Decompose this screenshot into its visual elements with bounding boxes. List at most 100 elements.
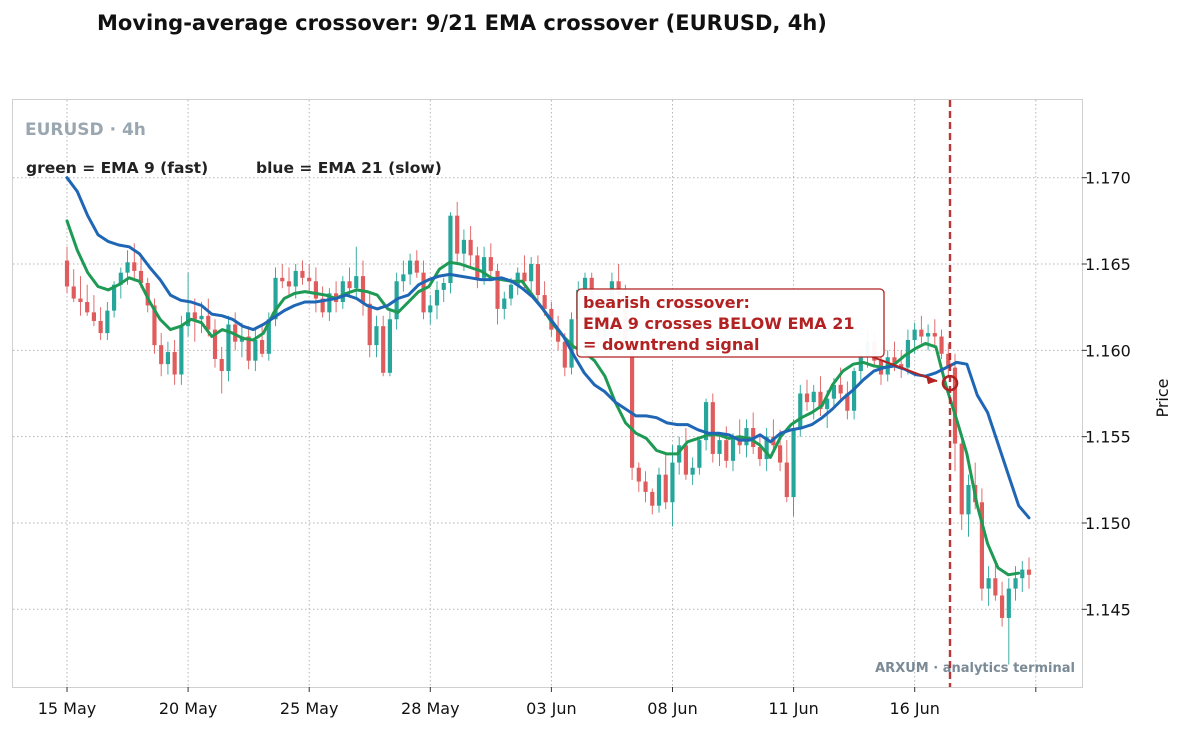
candle [495,264,500,325]
candle [946,343,951,377]
candle [899,350,904,378]
candle [1026,557,1032,589]
candle-body [327,293,332,313]
x-tick-label: 11 Jun [768,699,818,718]
candle [697,436,702,475]
ema-slow-line [65,176,1031,520]
candle [690,457,695,486]
candle-body [172,352,177,375]
candle [804,379,810,411]
candle [529,257,534,296]
candle [959,433,964,530]
candle [993,564,998,601]
candle-body [939,336,944,354]
candle [455,201,460,265]
candle-body [226,324,231,372]
candle [78,276,83,316]
y-tick-label: 1.150 [1085,514,1131,533]
candle [535,255,540,302]
candle-body [186,312,191,327]
candle [656,467,662,513]
candle [636,462,641,492]
candle-body [818,391,823,410]
candle-body [300,270,305,278]
candle [387,308,392,377]
candle [165,341,170,375]
candle-body [307,277,312,282]
candle [441,277,446,302]
candle [818,376,823,416]
candle-body [697,440,702,468]
candle-body [468,239,473,256]
candle-body [1026,569,1032,575]
candle-body [778,445,783,463]
candle [98,307,103,340]
candle-body [1020,569,1025,579]
y-tick-label: 1.170 [1085,169,1131,188]
grid-lines [13,100,1082,687]
legend-ema-slow: blue = EMA 21 (slow) [256,159,442,177]
candle-body [138,270,144,284]
candle [932,319,937,346]
candle-body [71,286,76,299]
candle [226,315,231,382]
candle-body [260,339,265,354]
candle-body [340,281,345,302]
candle-body [831,384,836,399]
candle-body [811,391,816,403]
candle [979,488,984,601]
ema-lines [65,176,1031,577]
candle [374,315,379,358]
candle [502,291,507,320]
candle [448,212,453,294]
candle-body [986,578,991,589]
crossover-signal [869,100,959,687]
candle-body [78,298,83,302]
y-tick-label: 1.160 [1085,341,1131,360]
x-tick-label: 15 May [38,699,97,718]
candle-body [455,215,460,254]
candle [85,284,90,316]
candle-body [286,281,292,287]
candle-body [683,445,688,475]
candle [710,393,715,463]
candle [91,295,96,327]
candle-body [441,283,446,290]
candle [683,428,688,480]
candle-body [212,329,218,359]
crossover-marker [941,374,959,392]
candle-body [670,462,675,503]
candle-body [663,474,668,503]
candle [307,264,312,292]
candle-body [838,384,843,394]
candle-body [112,284,117,311]
candle [986,566,991,606]
candle [260,326,265,358]
candle [1006,578,1011,665]
candle-body [152,305,157,346]
candle-body [764,436,769,460]
candle-body [475,255,480,278]
candle-body [1000,595,1005,618]
annotation-line-3: = downtrend signal [583,335,760,354]
candle [172,339,177,385]
candle-body [280,277,285,282]
candle-body [717,440,722,454]
candle [71,269,76,302]
candle-body [656,474,662,506]
candle-body [293,270,298,287]
candle [764,428,769,472]
candle-body [428,305,433,313]
candle [280,264,285,289]
candle-body [145,283,150,306]
candle-body [959,443,964,515]
candle [212,319,218,368]
candle-body [374,326,379,346]
candle-body [946,353,951,368]
y-tick-label: 1.165 [1085,255,1131,274]
candle-body [387,319,392,373]
candle [670,445,675,527]
candle [246,326,251,370]
candle-body [495,270,500,309]
